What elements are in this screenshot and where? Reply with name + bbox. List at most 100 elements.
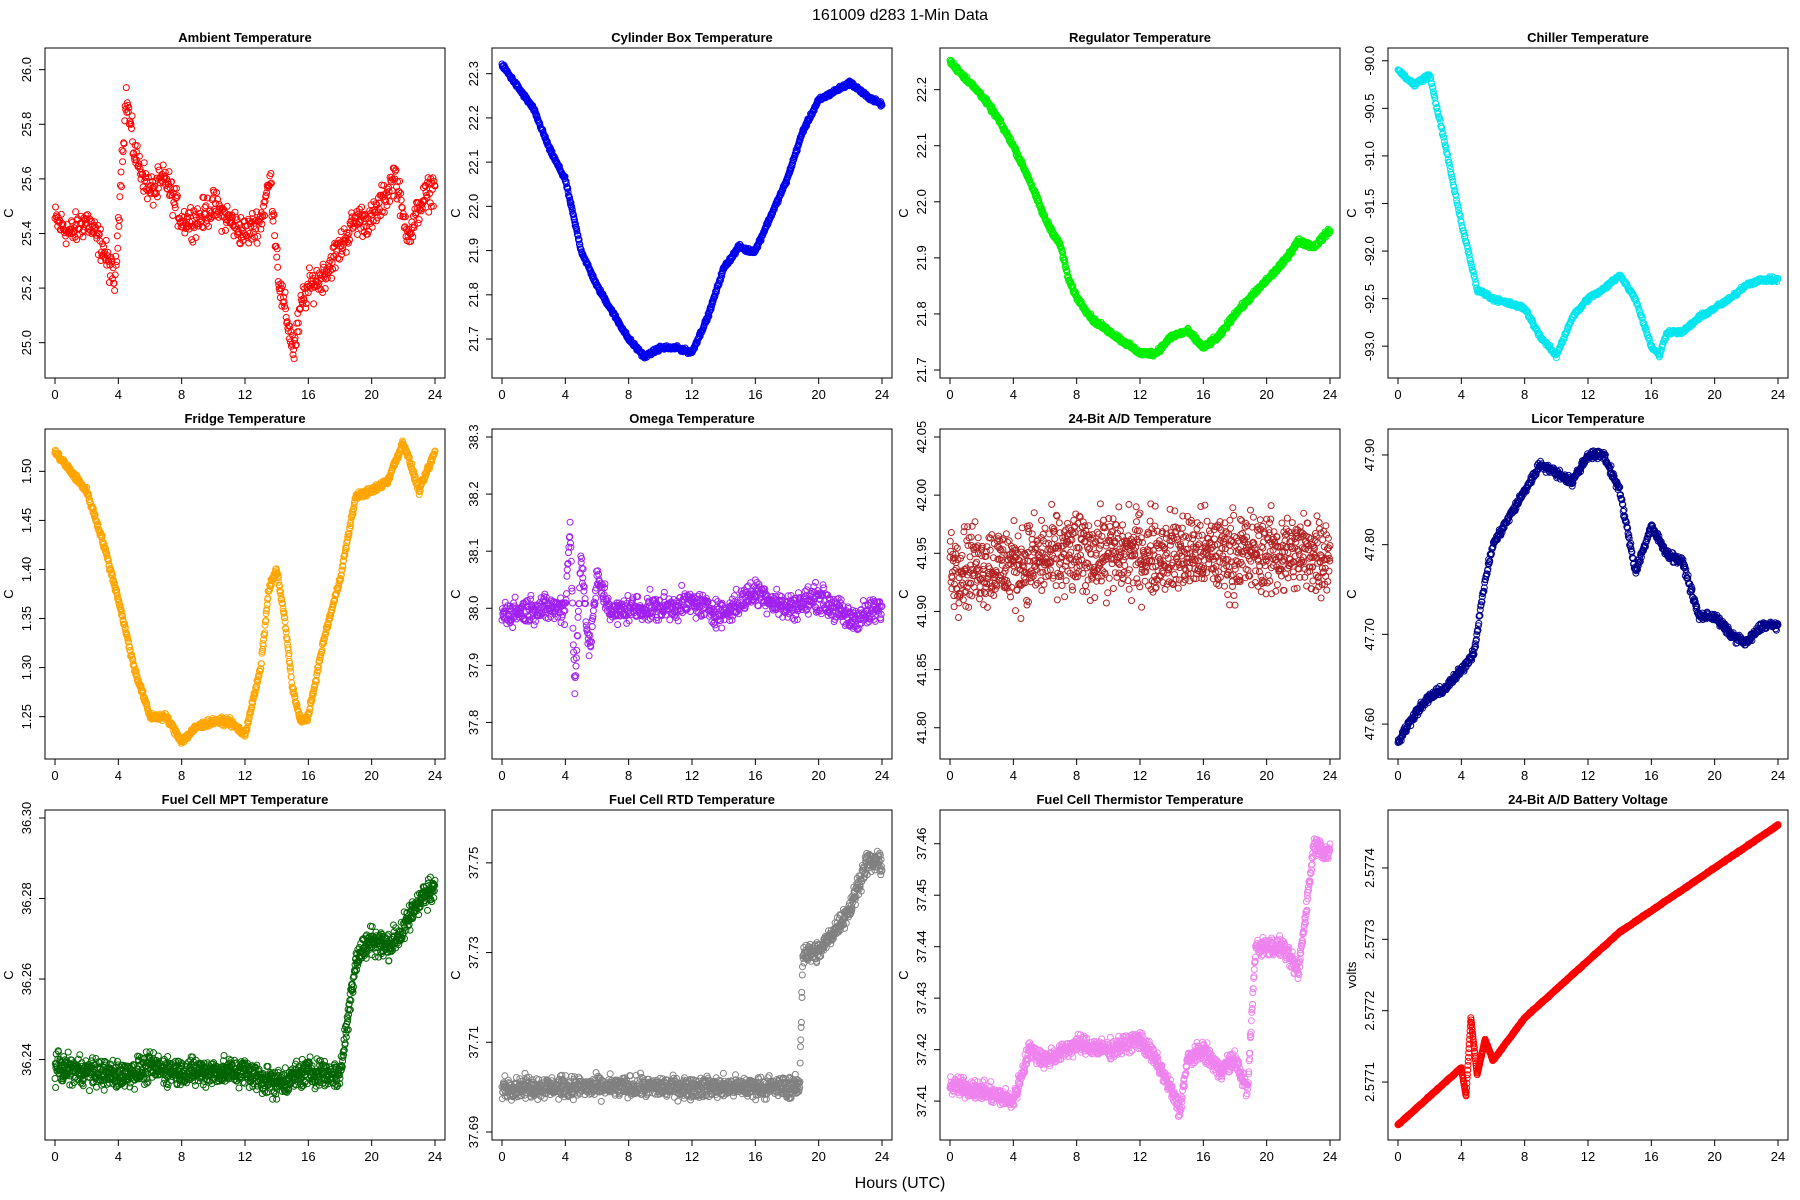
data-point: [279, 282, 286, 290]
x-tick-label: 0: [498, 768, 505, 783]
y-tick-label: 37.8: [466, 710, 481, 735]
data-point: [128, 125, 135, 132]
data-point: [290, 690, 298, 698]
data-point: [111, 287, 119, 294]
x-tick-label: 16: [301, 387, 315, 402]
data-point: [574, 232, 582, 240]
data-point: [270, 211, 278, 219]
data-point: [320, 639, 327, 647]
data-point: [1059, 249, 1067, 257]
figure-title: 161009 d283 1-Min Data: [812, 7, 988, 24]
x-tick-label: 12: [1133, 387, 1147, 402]
data-point: [392, 166, 400, 174]
data-point: [356, 205, 363, 213]
data-point: [357, 224, 365, 232]
data-point: [331, 264, 339, 272]
x-tick-label: 24: [1771, 387, 1785, 402]
data-point: [1440, 138, 1448, 145]
data-point: [328, 274, 336, 282]
figure-xlabel: Hours (UTC): [855, 1175, 946, 1192]
x-tick-label: 12: [238, 387, 252, 402]
data-point: [263, 601, 271, 609]
data-point: [527, 591, 535, 599]
data-point: [243, 726, 251, 734]
data-point: [108, 572, 116, 580]
data-point: [358, 203, 366, 211]
y-tick-label: 38.0: [466, 596, 481, 621]
data-point: [402, 233, 410, 240]
y-tick-label: 1.50: [19, 459, 34, 484]
data-point: [253, 239, 261, 247]
data-point: [277, 587, 284, 595]
data-point: [291, 334, 299, 342]
x-tick-label: 0: [1394, 387, 1401, 402]
x-tick-label: 20: [1259, 387, 1273, 402]
data-point: [116, 181, 124, 189]
data-point: [355, 210, 362, 218]
data-point: [192, 234, 200, 242]
data-point: [418, 205, 426, 212]
data-point: [161, 168, 169, 176]
data-point: [279, 605, 287, 613]
x-tick-label: 0: [51, 768, 58, 783]
data-point: [104, 248, 112, 256]
x-tick-label: 4: [115, 387, 122, 402]
data-point: [425, 465, 433, 473]
data-point: [260, 202, 267, 210]
data-point: [98, 531, 106, 539]
data-point: [111, 271, 119, 279]
data-point: [1453, 196, 1461, 204]
data-point: [274, 263, 282, 271]
data-point: [124, 108, 132, 116]
data-point: [248, 703, 256, 711]
data-point: [263, 189, 271, 197]
y-tick-label: -91.5: [1362, 189, 1377, 219]
data-point: [204, 214, 212, 222]
x-tick-label: 20: [811, 387, 825, 402]
data-point: [81, 483, 89, 491]
data-point: [1073, 293, 1081, 301]
y-tick-label: -93.0: [1362, 331, 1377, 361]
data-point: [1433, 103, 1441, 111]
data-point: [108, 569, 116, 577]
data-point: [344, 239, 352, 247]
y-axis-label: C: [1, 208, 16, 217]
data-point: [390, 164, 398, 172]
data-point: [330, 253, 338, 260]
data-point: [195, 222, 203, 230]
data-point: [287, 673, 295, 681]
data-point: [281, 614, 289, 622]
data-point: [345, 229, 353, 237]
data-point: [566, 198, 574, 206]
data-point: [322, 628, 330, 636]
data-point: [321, 285, 329, 292]
data-point: [386, 472, 394, 480]
data-point: [293, 701, 301, 709]
y-tick-label: -92.0: [1362, 236, 1377, 266]
data-point: [397, 196, 405, 204]
plot-frame: [1387, 47, 1789, 379]
y-tick-label: 22.1: [914, 133, 929, 158]
data-point: [1461, 232, 1469, 240]
y-tick-label: 21.7: [914, 357, 929, 382]
y-tick-label: 1.45: [19, 508, 34, 533]
data-point: [385, 188, 393, 195]
data-point: [301, 289, 309, 297]
plot-points: [1394, 66, 1782, 362]
data-point: [346, 524, 354, 532]
data-point: [130, 149, 138, 157]
data-point: [115, 216, 123, 224]
data-point: [149, 201, 157, 209]
data-point: [350, 501, 358, 509]
x-tick-label: 12: [685, 387, 699, 402]
data-point: [408, 460, 416, 468]
data-point: [153, 193, 161, 201]
data-point: [1429, 84, 1437, 92]
data-point: [316, 657, 324, 665]
data-point: [257, 225, 265, 233]
data-point: [100, 243, 108, 251]
y-tick-label: -90.5: [1362, 94, 1377, 124]
data-point: [140, 159, 148, 167]
